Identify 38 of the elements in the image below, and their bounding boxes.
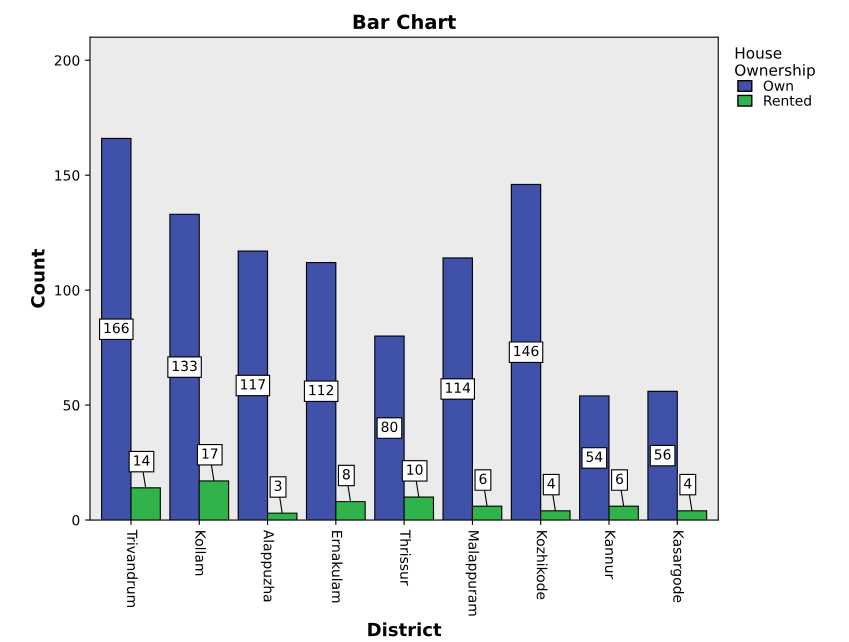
y-tick-label: 100	[55, 285, 80, 296]
x-tick-label: Thrissur	[400, 530, 411, 586]
data-label: 4	[547, 478, 555, 488]
x-tick-label: Kannur	[604, 531, 616, 580]
data-label: 6	[616, 474, 624, 484]
x-tick-label: Alappuzha	[260, 530, 274, 602]
x-tick-label: Ernakulam	[332, 531, 343, 602]
y-tick-label: 50	[64, 400, 80, 411]
data-label: 166	[104, 322, 129, 334]
data-label: 146	[514, 346, 538, 356]
legend-label: Own	[764, 80, 793, 91]
data-label: 112	[309, 384, 334, 396]
data-label: 3	[274, 480, 282, 491]
data-label: 10	[407, 464, 423, 475]
data-label: 80	[382, 422, 398, 432]
y-tick-label: 200	[54, 55, 80, 66]
x-tick-label: Kozhikode	[536, 531, 548, 600]
y-tick-label: 0	[72, 514, 80, 526]
x-tick-label: Trivandrum	[126, 530, 138, 607]
data-label: 54	[586, 452, 602, 462]
x-tick-label: Kollam	[195, 531, 206, 576]
data-label: 133	[172, 360, 197, 372]
x-axis-title: District	[368, 622, 442, 636]
data-label: 6	[479, 474, 486, 484]
legend-title: House Ownership	[735, 47, 815, 79]
data-label: 117	[241, 379, 265, 390]
data-label: 8	[342, 468, 350, 480]
data-label: 14	[134, 455, 150, 466]
data-label: 4	[684, 478, 692, 488]
y-axis-title: Count	[31, 249, 45, 308]
data-label: 114	[446, 382, 470, 393]
data-label: 56	[654, 449, 671, 460]
chart-title: Bar Chart	[354, 14, 456, 30]
x-tick-label: Malappuram	[466, 531, 480, 616]
legend-label: Rented	[764, 95, 811, 106]
y-tick-label: 150	[55, 170, 80, 181]
data-label: 17	[202, 448, 218, 459]
x-tick-label: Kasargode	[670, 531, 684, 602]
